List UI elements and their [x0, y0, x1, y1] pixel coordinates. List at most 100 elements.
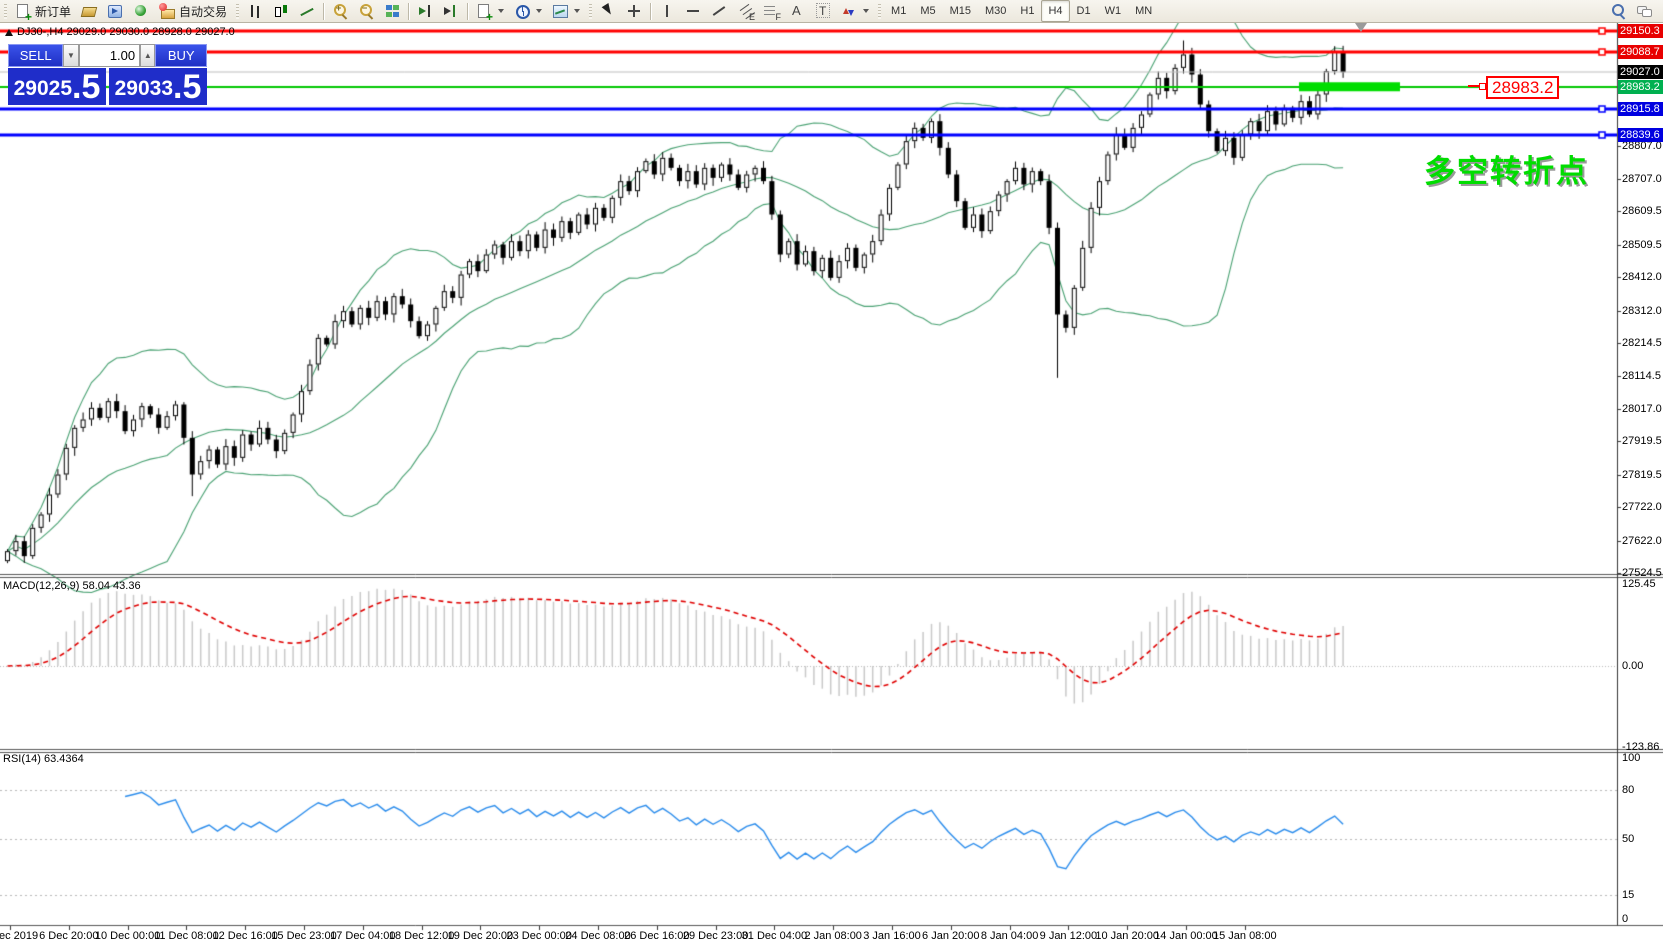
tile-windows-button[interactable] — [379, 0, 405, 22]
template-icon — [552, 3, 569, 19]
market-watch-button[interactable] — [76, 0, 102, 22]
fibonacci-button[interactable] — [758, 0, 784, 22]
bar-chart-icon — [247, 3, 263, 19]
auto-trading-icon — [159, 3, 176, 19]
rsi-scale-label: 100 — [1622, 752, 1641, 764]
navigator-icon — [107, 3, 123, 19]
price-tick-label: 28807.0 — [1622, 139, 1662, 152]
time-axis-label: 15 Jan 08:00 — [1212, 930, 1277, 942]
sell-price[interactable]: 29025.5 — [8, 68, 106, 105]
search-button[interactable] — [1605, 0, 1631, 22]
rsi-scale-label: 80 — [1622, 784, 1635, 797]
vertical-line-button[interactable] — [654, 0, 680, 22]
timeframe-button-m1[interactable]: M1 — [891, 5, 907, 17]
bar-marker-icon — [1355, 23, 1367, 32]
time-axis-label: 26 Dec 16:00 — [624, 930, 690, 942]
toolbar-separator — [323, 2, 325, 20]
chat-button[interactable] — [1631, 0, 1657, 22]
timeframe-button-w1[interactable]: W1 — [1104, 5, 1122, 17]
auto-scroll-button[interactable] — [412, 0, 438, 22]
time-axis-label: 6 Jan 20:00 — [922, 930, 980, 942]
timeframe-button-mn[interactable]: MN — [1135, 5, 1153, 17]
timeframe-button-m30[interactable]: M30 — [985, 5, 1007, 17]
rsi-label: RSI(14) 63.4364 — [3, 753, 84, 765]
trendline-button[interactable] — [706, 0, 732, 22]
time-axis-label: 9 Jan 12:00 — [1039, 930, 1098, 942]
candlestick-button[interactable] — [268, 0, 294, 22]
price-callout-label[interactable]: 28983.2 — [1486, 76, 1560, 99]
cursor-tool-button[interactable] — [595, 0, 621, 22]
chart-shift-button[interactable] — [438, 0, 464, 22]
navigator-button[interactable] — [102, 0, 128, 22]
price-tick-label: 28412.0 — [1622, 271, 1662, 284]
indicators-button[interactable] — [471, 0, 509, 23]
timeframe-button-m15[interactable]: M15 — [949, 5, 971, 17]
volume-input[interactable]: 1.00 — [78, 44, 141, 67]
equidistant-channel-icon — [737, 3, 755, 22]
price-tick-label: 28017.0 — [1622, 402, 1662, 415]
price-badge-black: 29027.0 — [1618, 65, 1663, 80]
sell-price-main: 29025 — [13, 77, 73, 100]
time-axis-label: 15 Dec 23:00 — [271, 930, 337, 942]
price-tick-label: 28114.5 — [1622, 370, 1661, 383]
zoom-in-button[interactable]: + — [327, 0, 353, 22]
chevron-down-icon — [498, 9, 505, 13]
price-tick-label: 27919.5 — [1622, 435, 1662, 448]
auto-scroll-icon — [417, 3, 433, 19]
toolbar-grip — [878, 3, 882, 19]
arrows-button[interactable] — [836, 0, 874, 22]
timeframe-button-h1[interactable]: H1 — [1020, 5, 1035, 17]
price-tick-label: 28214.5 — [1622, 337, 1662, 349]
one-click-collapse-icon[interactable] — [5, 28, 13, 36]
auto-trading-button[interactable]: 自动交易 — [154, 0, 232, 22]
chart-shift-icon — [443, 3, 459, 19]
volume-increase-button[interactable]: ▲ — [140, 44, 156, 67]
horizontal-line-button[interactable] — [680, 0, 706, 22]
time-axis-label: 11 Dec 08:00 — [154, 930, 219, 942]
timeframe-button-d1[interactable]: D1 — [1076, 5, 1091, 17]
text-label-button[interactable] — [810, 0, 836, 22]
volume-decrease-button[interactable]: ▼ — [63, 44, 79, 67]
signals-button[interactable] — [128, 0, 154, 22]
buy-button[interactable]: BUY — [155, 44, 207, 67]
time-axis-label: 18 Dec 12:00 — [388, 930, 455, 942]
zoom-out-button[interactable]: − — [353, 0, 379, 22]
sell-price-frac: .5 — [72, 68, 101, 106]
rsi-scale-label: 15 — [1622, 888, 1635, 901]
candlestick-icon — [273, 3, 289, 19]
chart-canvas[interactable] — [0, 22, 1663, 946]
toolbar-separator — [408, 2, 410, 20]
toolbar-separator — [467, 2, 469, 20]
horizontal-line-icon — [685, 3, 701, 19]
time-axis-label: 10 Jan 20:00 — [1095, 930, 1159, 942]
timeframe-button-m5[interactable]: M5 — [920, 5, 936, 17]
buy-price[interactable]: 29033.5 — [109, 68, 207, 105]
bar-chart-button[interactable] — [242, 0, 268, 22]
time-axis-label: 12 Dec 16:00 — [212, 930, 278, 942]
channel-button[interactable] — [732, 0, 758, 22]
templates-button[interactable] — [547, 0, 585, 22]
timeframe-button-h4[interactable]: H4 — [1041, 0, 1070, 22]
chat-icon — [1636, 3, 1652, 19]
zoom-out-icon: − — [358, 3, 374, 19]
new-order-button[interactable]: 新订单 — [10, 0, 76, 23]
price-badge-red: 29150.3 — [1618, 24, 1663, 39]
time-axis-label: 17 Dec 04:00 — [330, 930, 396, 942]
time-axis-label: 5 Dec 2019 — [0, 930, 39, 942]
periods-button[interactable] — [509, 0, 547, 22]
price-tick-label: 27819.5 — [1622, 468, 1662, 481]
crosshair-tool-button[interactable] — [621, 0, 647, 22]
text-tool-button[interactable] — [784, 0, 810, 22]
time-axis-label: 24 Dec 08:00 — [565, 930, 631, 942]
price-tick-label: 27722.0 — [1622, 501, 1662, 514]
sell-button[interactable]: SELL — [8, 44, 64, 67]
buy-price-main: 29033 — [114, 77, 174, 100]
line-chart-button[interactable] — [294, 0, 320, 22]
price-badge-blue: 28839.6 — [1618, 127, 1663, 142]
price-badge-green: 28983.2 — [1618, 79, 1663, 94]
annotation-text[interactable]: 多空转折点 — [1424, 154, 1589, 189]
macd-label: MACD(12,26,9) 58.04 43.36 — [3, 580, 141, 592]
time-axis-label: 29 Dec 23:00 — [682, 930, 749, 942]
macd-scale-label: 125.45 — [1622, 577, 1656, 590]
price-tick-label: 28312.0 — [1622, 304, 1662, 317]
